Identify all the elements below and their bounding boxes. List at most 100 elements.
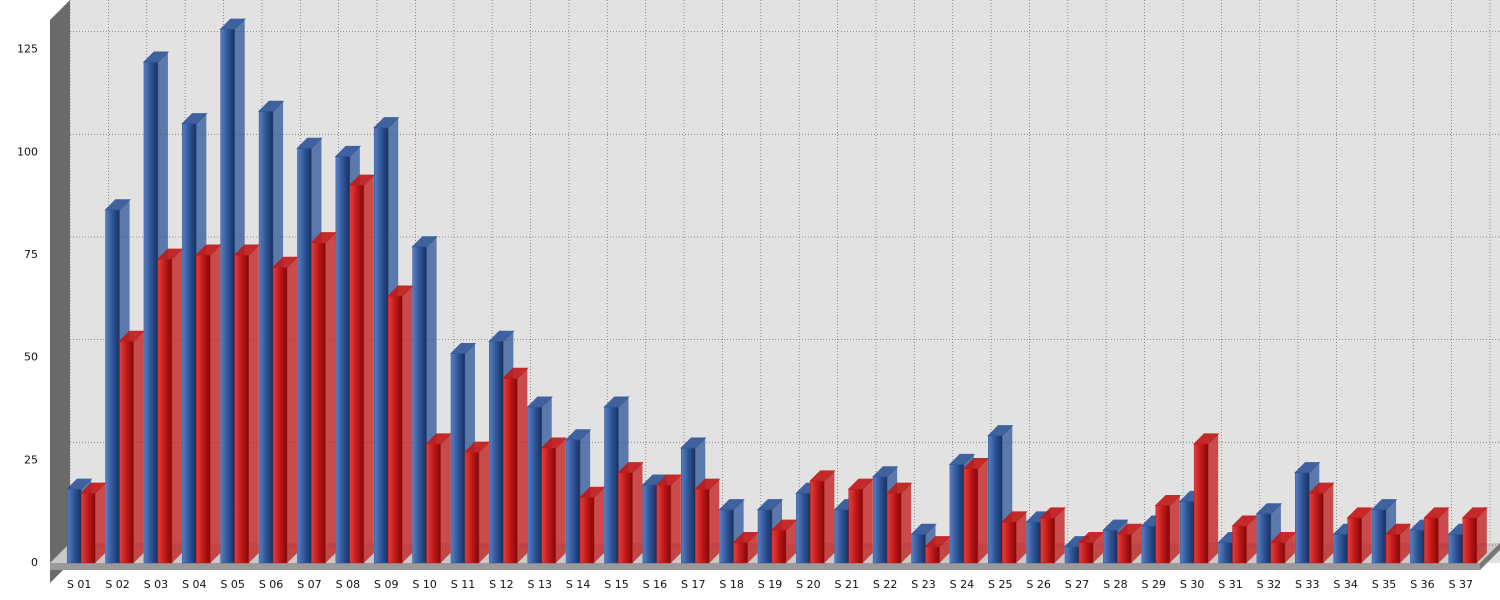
x-tick-label: S 18 xyxy=(719,578,743,591)
bar-cap xyxy=(425,433,452,445)
bar xyxy=(426,443,441,564)
bar xyxy=(1232,525,1247,564)
bar xyxy=(872,476,888,564)
bar-side xyxy=(287,257,298,563)
bar-cap xyxy=(1231,515,1258,527)
x-tick-label: S 05 xyxy=(220,578,244,591)
bar-cap xyxy=(948,453,976,465)
bar xyxy=(694,488,710,564)
bar xyxy=(1385,534,1401,564)
bar xyxy=(527,406,542,564)
bar xyxy=(272,267,288,564)
bar xyxy=(119,340,134,564)
bar-cap xyxy=(1001,511,1028,523)
bar-cap xyxy=(809,470,836,482)
x-tick-label: S 13 xyxy=(527,578,551,591)
bar-side xyxy=(402,286,413,563)
bar xyxy=(143,61,159,564)
bar xyxy=(771,529,787,564)
bar-cap xyxy=(142,51,170,63)
bar-cap xyxy=(334,145,362,157)
bar xyxy=(848,488,864,564)
bar xyxy=(963,468,979,564)
bar-cap xyxy=(488,330,515,342)
bar xyxy=(618,472,633,564)
bar-side xyxy=(1054,507,1065,563)
bar xyxy=(1002,521,1017,564)
bar-cap xyxy=(271,256,299,268)
bar xyxy=(297,147,312,564)
plot: 0 25 50 75 100 125 S 01 S 02 S 03 S 04 S 05 S 06 S 0… xyxy=(17,0,1500,591)
bar xyxy=(1270,542,1286,564)
bar-cap xyxy=(257,100,285,112)
bar xyxy=(911,534,926,564)
y-tick-label: 0 xyxy=(31,556,38,569)
bar-cap xyxy=(1039,507,1066,519)
bar-side xyxy=(1131,524,1142,563)
bar-cap xyxy=(463,441,491,453)
bar-cap xyxy=(1192,433,1220,445)
bar-side xyxy=(248,244,259,563)
y-tick-label: 100 xyxy=(17,145,38,158)
bar-cap xyxy=(1255,503,1283,515)
bar xyxy=(565,439,581,564)
y-tick-label: 50 xyxy=(24,351,38,364)
bar-cap xyxy=(617,462,644,474)
bar-cap xyxy=(1384,523,1412,535)
bar-cap xyxy=(1077,531,1105,543)
x-tick-label: S 32 xyxy=(1257,578,1281,591)
bar-side xyxy=(709,479,720,563)
bar xyxy=(1179,501,1195,564)
bar xyxy=(1064,546,1080,564)
x-tick-label: S 23 xyxy=(911,578,935,591)
bar xyxy=(1347,517,1362,564)
bar-side xyxy=(670,474,681,563)
bar-cap xyxy=(732,531,759,543)
x-tick-label: S 06 xyxy=(259,578,283,591)
bar-side xyxy=(1400,524,1411,563)
bar-cap xyxy=(233,244,260,256)
x-tick-label: S 12 xyxy=(489,578,513,591)
bar xyxy=(450,353,466,564)
x-tick-label: S 27 xyxy=(1065,578,1089,591)
bar-cap xyxy=(195,244,222,256)
bar xyxy=(1371,509,1387,564)
bar-cap xyxy=(694,478,721,490)
bar-cap xyxy=(387,285,414,297)
x-tick-label: S 26 xyxy=(1026,578,1050,591)
bar xyxy=(733,542,748,564)
bar-cap xyxy=(79,482,107,494)
bar xyxy=(925,546,940,564)
bar xyxy=(335,156,351,564)
bar-cap xyxy=(65,478,93,490)
x-tick-label: S 19 xyxy=(758,578,782,591)
x-tick-label: S 24 xyxy=(950,578,974,591)
bar-side xyxy=(555,438,566,563)
bar xyxy=(1424,517,1439,564)
bar xyxy=(66,488,82,564)
x-tick-label: S 25 xyxy=(988,578,1012,591)
bar-side xyxy=(594,487,605,563)
y-tick-label: 25 xyxy=(24,453,38,466)
bar xyxy=(387,295,403,564)
x-tick-label: S 29 xyxy=(1142,578,1166,591)
x-tick-label: S 09 xyxy=(374,578,398,591)
bar-side xyxy=(939,536,950,563)
x-tick-label: S 28 xyxy=(1103,578,1127,591)
bar xyxy=(220,28,235,564)
bar xyxy=(680,447,696,564)
bar-cap xyxy=(1269,531,1297,543)
bar xyxy=(886,492,902,564)
bar-cap xyxy=(1423,507,1450,519)
bar-side xyxy=(1246,516,1257,563)
bar-cap xyxy=(181,113,208,125)
bar-side xyxy=(363,175,374,563)
bar-cap xyxy=(756,499,784,511)
x-tick-label: S 15 xyxy=(604,578,628,591)
bar-cap xyxy=(296,137,323,149)
bar-cap xyxy=(219,18,246,30)
bar xyxy=(1462,517,1478,564)
bar-cap xyxy=(987,425,1014,437)
bar-cap xyxy=(1308,482,1335,494)
